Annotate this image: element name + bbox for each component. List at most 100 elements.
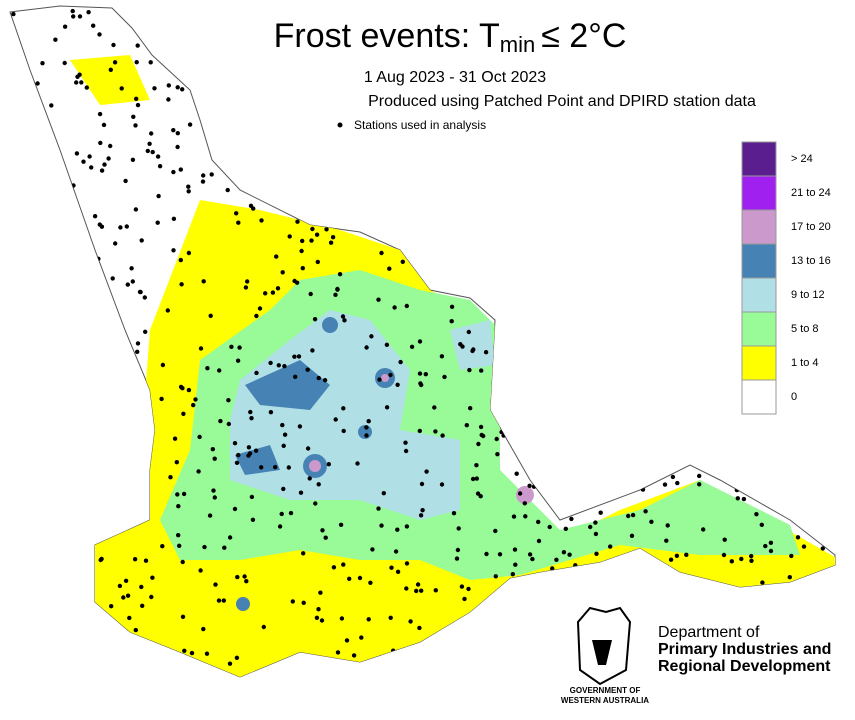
station	[377, 377, 382, 382]
station	[130, 279, 135, 284]
station	[697, 482, 702, 487]
legend-swatch	[741, 311, 777, 347]
station	[417, 371, 423, 376]
station	[404, 303, 409, 309]
station	[684, 552, 689, 557]
gov-text: GOVERNMENT OF	[570, 686, 641, 695]
station	[108, 143, 113, 149]
station	[109, 604, 114, 609]
station	[342, 318, 347, 323]
station	[333, 417, 338, 422]
station	[296, 354, 302, 359]
station	[186, 250, 192, 256]
station	[433, 429, 438, 434]
station	[670, 474, 676, 480]
station	[53, 37, 58, 42]
station	[123, 578, 129, 583]
period: 1 Aug 2023 - 31 Oct 2023	[364, 69, 546, 86]
station	[322, 378, 328, 383]
station	[307, 476, 312, 481]
station	[74, 151, 80, 156]
station	[305, 446, 311, 451]
station	[129, 266, 134, 271]
station	[234, 211, 239, 216]
station	[523, 514, 528, 519]
station	[419, 382, 424, 388]
station	[108, 67, 114, 73]
station	[135, 349, 140, 354]
station	[211, 488, 216, 493]
station	[497, 552, 503, 557]
station	[414, 588, 419, 594]
station	[662, 482, 668, 487]
station	[432, 405, 437, 410]
station	[155, 154, 161, 159]
gov-text: WESTERN AUSTRALIA	[561, 696, 649, 705]
station	[179, 282, 184, 287]
station	[439, 482, 445, 487]
station	[403, 448, 409, 454]
station	[316, 482, 321, 487]
station	[112, 60, 118, 65]
station	[316, 607, 321, 612]
station	[246, 445, 252, 450]
station	[62, 24, 68, 29]
station	[338, 522, 344, 527]
station	[554, 557, 559, 562]
station	[139, 238, 144, 243]
station	[598, 510, 603, 515]
station	[280, 270, 285, 275]
station	[384, 342, 390, 347]
station	[274, 254, 279, 259]
station	[293, 374, 298, 379]
station	[314, 232, 320, 237]
station	[98, 557, 103, 563]
station	[333, 292, 338, 297]
station	[366, 419, 371, 424]
station	[789, 553, 794, 559]
station	[193, 397, 198, 402]
station	[328, 240, 334, 245]
legend-label: 21 to 24	[791, 187, 831, 199]
station	[204, 651, 210, 656]
station	[433, 588, 438, 593]
station	[536, 519, 541, 525]
station	[268, 360, 273, 366]
station	[305, 367, 310, 372]
station	[253, 448, 259, 453]
station	[312, 317, 318, 322]
station	[127, 615, 132, 621]
station	[171, 128, 176, 133]
station	[442, 374, 447, 380]
station	[395, 527, 400, 532]
logo: GOVERNMENT OF WESTERN AUSTRALIA Departme…	[561, 606, 831, 705]
station	[476, 441, 481, 447]
station	[257, 306, 263, 311]
station	[494, 436, 499, 442]
station	[649, 519, 654, 524]
station	[99, 168, 105, 173]
station	[768, 548, 774, 554]
station	[400, 259, 405, 264]
station	[379, 523, 384, 528]
station	[235, 574, 240, 580]
station	[234, 655, 240, 660]
station	[530, 556, 535, 562]
station	[275, 286, 281, 291]
station	[318, 590, 323, 595]
station	[143, 329, 148, 334]
station	[150, 149, 155, 155]
station	[384, 405, 390, 410]
station	[201, 279, 206, 284]
station	[417, 339, 423, 344]
station	[225, 187, 230, 193]
station	[527, 552, 533, 557]
station	[359, 635, 364, 640]
station	[150, 575, 155, 580]
source: Produced using Patched Point and DPIRD s…	[368, 93, 756, 110]
legend-swatch	[741, 243, 777, 279]
station	[143, 558, 149, 563]
station	[347, 576, 352, 581]
station	[212, 456, 217, 461]
station	[339, 616, 345, 621]
